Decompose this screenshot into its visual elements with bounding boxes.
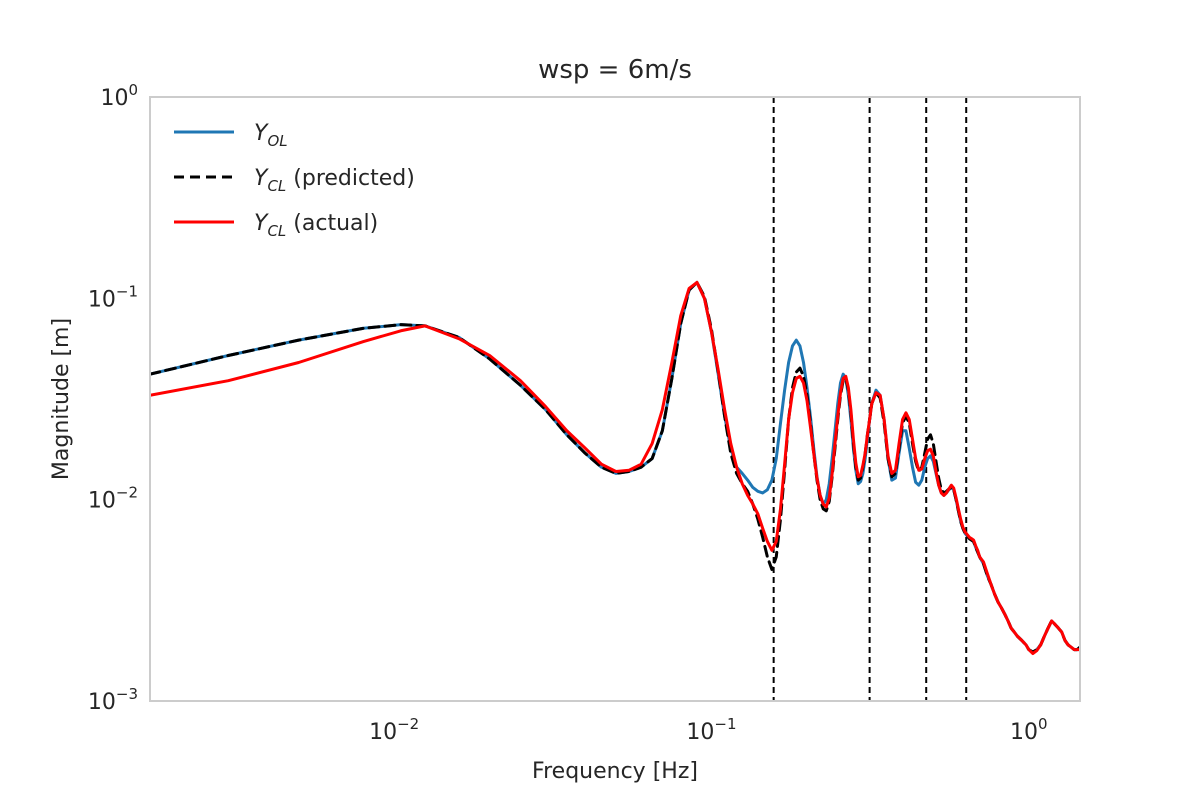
- x-tick-label-2: 100: [1010, 715, 1048, 745]
- x-tick-label-1: 10−1: [686, 715, 736, 745]
- series-line-0: [150, 280, 1080, 654]
- y-tick-label-3: 100: [100, 81, 138, 111]
- series-line-2: [150, 280, 1080, 656]
- x-tick-label-0: 10−2: [369, 715, 419, 745]
- plot-area: [150, 97, 1080, 701]
- y-axis-label: Magnitude [m]: [49, 318, 74, 480]
- y-tick-label-1: 10−2: [88, 484, 138, 514]
- plot-frame: [149, 96, 1081, 702]
- chart-title: wsp = 6m/s: [538, 55, 692, 85]
- legend: YOL YCL (predicted) YCL (actual): [174, 121, 415, 240]
- legend-label-2: YCL (actual): [254, 211, 378, 240]
- legend-label-0: YOL: [254, 121, 288, 150]
- legend-label-1: YCL (predicted): [254, 166, 415, 195]
- tick-labels: 10−2 10−1 100 10−3 10−2 10−1 100: [88, 81, 1048, 745]
- series-line-1: [150, 280, 1080, 654]
- x-axis-label: Frequency [Hz]: [532, 759, 698, 784]
- y-tick-label-0: 10−3: [88, 685, 138, 715]
- y-tick-label-2: 10−1: [88, 282, 138, 312]
